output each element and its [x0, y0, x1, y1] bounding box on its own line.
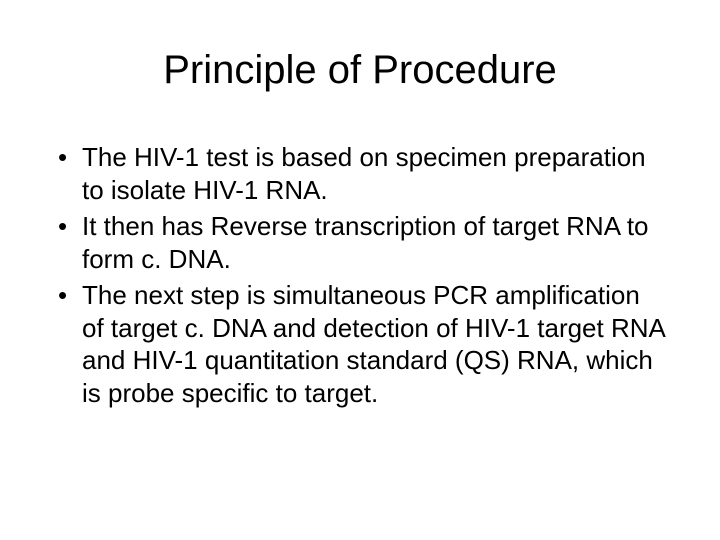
bullet-item: The next step is simultaneous PCR amplif…	[54, 279, 666, 409]
bullet-list: The HIV-1 test is based on specimen prep…	[54, 141, 666, 409]
bullet-item: The HIV-1 test is based on specimen prep…	[54, 141, 666, 206]
bullet-item: It then has Reverse transcription of tar…	[54, 210, 666, 275]
slide-title: Principle of Procedure	[54, 48, 666, 93]
